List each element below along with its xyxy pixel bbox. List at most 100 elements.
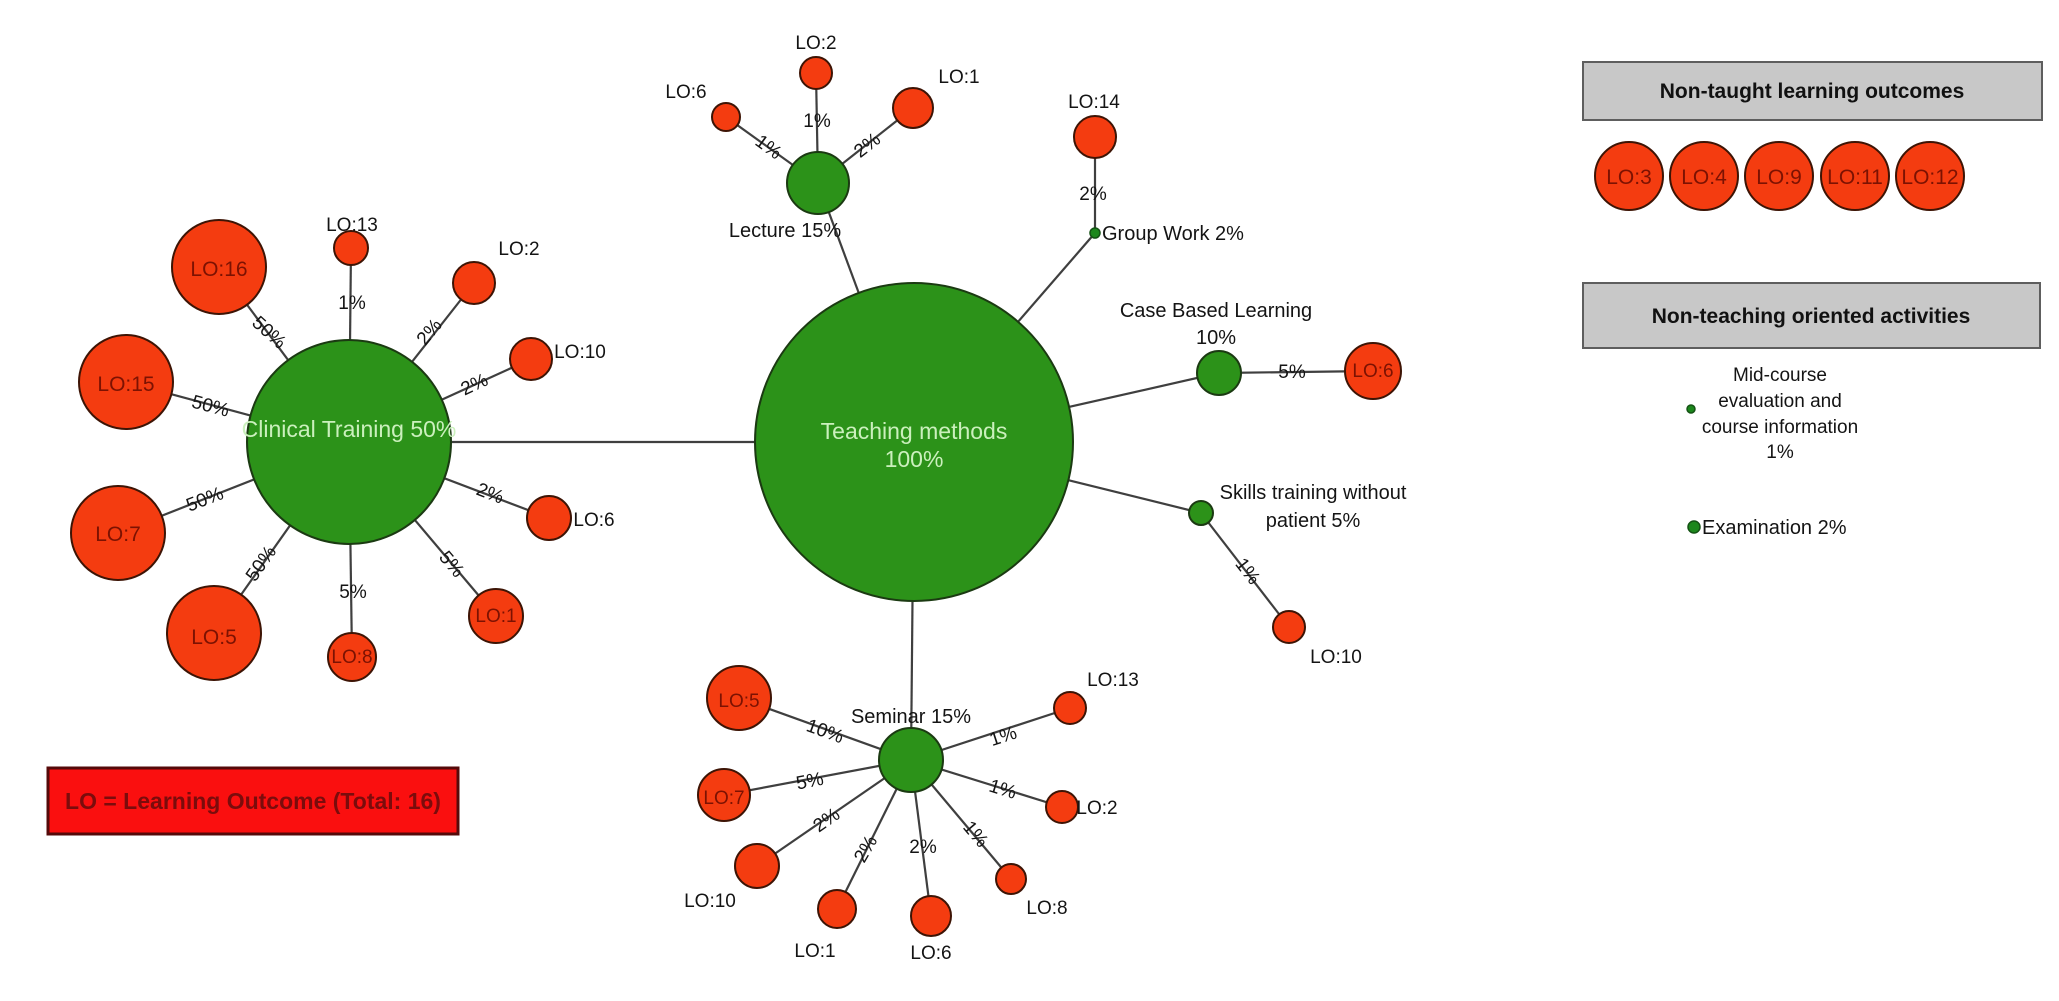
node-lecture xyxy=(786,151,850,215)
legend-panel: Non-taught learning outcomes LO:3 LO:4 L… xyxy=(1582,61,2043,539)
seminar-lo10-label: LO:10 xyxy=(684,891,736,912)
groupwork-lo14-label: LO:14 xyxy=(1068,92,1120,113)
seminar-lo7-pct: 5% xyxy=(794,769,825,795)
nontaught-lo12-label: LO:12 xyxy=(1901,166,1958,189)
midcourse-line1: Mid-course xyxy=(1733,365,1827,386)
seminar-label: Seminar 15% xyxy=(851,706,971,728)
non-teaching-title-box xyxy=(1582,282,2041,349)
clinical-lo7-pct: 50% xyxy=(184,483,227,516)
nontaught-lo9-label: LO:9 xyxy=(1756,166,1802,189)
node-examination-dot xyxy=(1687,520,1701,534)
case-based-pct-label: 10% xyxy=(1196,327,1236,349)
node-clinical-training xyxy=(246,339,452,545)
teaching-methods-label-line2: 100% xyxy=(885,446,944,472)
clinical-lo2-pct: 2% xyxy=(413,315,447,350)
node-seminar-lo8 xyxy=(995,863,1027,895)
node-nontaught-lo11 xyxy=(1820,141,1890,211)
nodes xyxy=(70,56,1402,937)
node-clinical-lo10 xyxy=(509,337,553,381)
clinical-lo15-label: LO:15 xyxy=(97,373,154,396)
seminar-lo7-label: LO:7 xyxy=(703,788,744,809)
clinical-lo10-pct: 2% xyxy=(458,370,492,401)
seminar-lo1-label: LO:1 xyxy=(794,941,835,962)
seminar-lo2-label: LO:2 xyxy=(1076,798,1117,819)
clinical-lo6-pct: 2% xyxy=(473,479,506,508)
clinical-lo16-label: LO:16 xyxy=(190,258,247,281)
node-clinical-lo7 xyxy=(70,485,166,581)
clinical-lo1-label: LO:1 xyxy=(475,606,516,627)
lecture-lo2-label: LO:2 xyxy=(795,33,836,54)
clinical-lo10-label: LO:10 xyxy=(554,342,606,363)
skills-label-line2: patient 5% xyxy=(1266,510,1361,532)
seminar-lo1-pct: 2% xyxy=(850,832,882,866)
node-clinical-lo2 xyxy=(452,261,496,305)
seminar-lo5-pct: 10% xyxy=(803,715,846,748)
seminar-lo13-label: LO:13 xyxy=(1087,670,1139,691)
lecture-lo6-label: LO:6 xyxy=(665,82,706,103)
edge-skills-lo10 xyxy=(1200,512,1290,628)
node-lecture-lo1 xyxy=(892,87,934,129)
clinical-lo8-label: LO:8 xyxy=(331,647,372,668)
lecture-lo2-pct: 1% xyxy=(803,111,831,132)
midcourse-line2: evaluation and xyxy=(1718,391,1842,412)
node-skills-training xyxy=(1188,500,1214,526)
nontaught-lo3-label: LO:3 xyxy=(1606,166,1652,189)
seminar-lo6-label: LO:6 xyxy=(910,943,951,964)
clinical-lo13-pct: 1% xyxy=(338,293,366,314)
non-taught-title-box xyxy=(1582,61,2043,121)
node-seminar-lo5 xyxy=(706,665,772,731)
node-clinical-lo8 xyxy=(327,632,377,682)
node-clinical-lo6 xyxy=(526,495,572,541)
examination-label: Examination 2% xyxy=(1702,517,1847,539)
clinical-lo6-label: LO:6 xyxy=(573,510,614,531)
case-based-label: Case Based Learning xyxy=(1120,300,1312,322)
casebased-lo6-label: LO:6 xyxy=(1352,361,1393,382)
node-lecture-lo2 xyxy=(799,56,833,90)
node-midcourse-dot xyxy=(1686,404,1696,414)
clinical-lo16-pct: 50% xyxy=(248,312,290,353)
skills-lo10-label: LO:10 xyxy=(1310,647,1362,668)
node-seminar xyxy=(878,727,944,793)
clinical-lo7-label: LO:7 xyxy=(95,523,141,546)
node-seminar-lo7 xyxy=(697,768,751,822)
non-teaching-title: Non-teaching oriented activities xyxy=(1652,305,1971,328)
node-clinical-lo5 xyxy=(166,585,262,681)
note-box xyxy=(46,766,460,836)
skills-label-line1: Skills training without xyxy=(1220,482,1407,504)
node-casebased-lo6 xyxy=(1344,342,1402,400)
node-teaching-methods xyxy=(754,282,1074,602)
seminar-lo6-pct: 2% xyxy=(909,837,937,858)
node-seminar-lo13 xyxy=(1053,691,1087,725)
midcourse-line4: 1% xyxy=(1766,442,1794,463)
node-groupwork-lo14 xyxy=(1073,115,1117,159)
midcourse-line3: course information xyxy=(1702,417,1858,438)
node-clinical-lo16 xyxy=(171,219,267,315)
node-skills-lo10 xyxy=(1272,610,1306,644)
node-seminar-lo2 xyxy=(1045,790,1079,824)
teaching-methods-label-line1: Teaching methods xyxy=(821,418,1008,444)
node-seminar-lo6 xyxy=(910,895,952,937)
clinical-lo13-label: LO:13 xyxy=(326,215,378,236)
non-taught-title: Non-taught learning outcomes xyxy=(1660,80,1965,103)
node-seminar-lo1 xyxy=(817,889,857,929)
clinical-lo5-label: LO:5 xyxy=(191,626,237,649)
node-nontaught-lo9 xyxy=(1744,141,1814,211)
lecture-label: Lecture 15% xyxy=(729,220,842,242)
note-box-group: LO = Learning Outcome (Total: 16) xyxy=(46,766,460,836)
clinical-training-label: Clinical Training 50% xyxy=(242,416,457,442)
note-box-text: LO = Learning Outcome (Total: 16) xyxy=(65,788,441,814)
clinical-lo5-pct: 50% xyxy=(242,542,281,585)
node-group-work-dot xyxy=(1089,227,1101,239)
seminar-lo8-label: LO:8 xyxy=(1026,898,1067,919)
node-clinical-lo15 xyxy=(78,334,174,430)
clinical-lo8-pct: 5% xyxy=(339,582,367,603)
node-clinical-lo13 xyxy=(333,230,369,266)
nontaught-lo11-label: LO:11 xyxy=(1827,166,1883,189)
node-nontaught-lo3 xyxy=(1594,141,1664,211)
groupwork-lo14-pct: 2% xyxy=(1079,184,1107,205)
clinical-lo2-label: LO:2 xyxy=(498,239,539,260)
clinical-lo15-pct: 50% xyxy=(189,392,231,422)
node-case-based-learning xyxy=(1196,350,1242,396)
node-nontaught-lo4 xyxy=(1669,141,1739,211)
